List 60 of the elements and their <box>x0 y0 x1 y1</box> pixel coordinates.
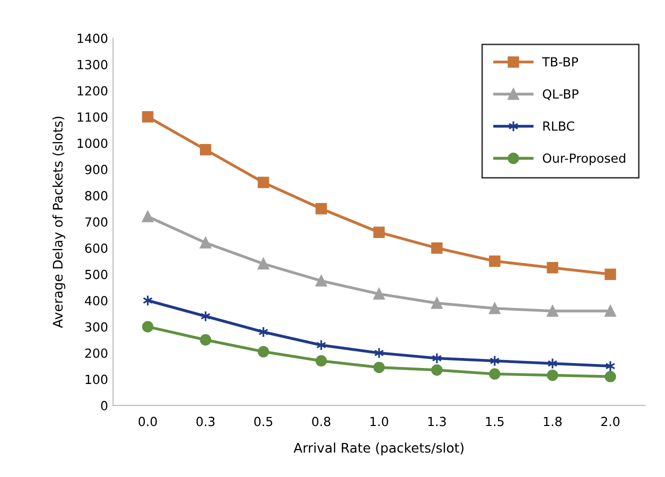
x-tick-label: 2.0 <box>601 416 620 426</box>
point <box>258 176 270 188</box>
point <box>374 347 384 359</box>
point <box>373 226 385 238</box>
y-tick-label: 600 <box>85 244 108 253</box>
y-axis-title: Average Delay of Packets (slots) <box>52 116 66 328</box>
point <box>316 202 327 214</box>
x-tick-label: 0.5 <box>254 416 272 426</box>
legend-label: RLBC <box>543 121 574 131</box>
y-tick-label: 700 <box>85 217 108 227</box>
x-tick-label: 1.8 <box>544 416 562 426</box>
point <box>142 210 154 222</box>
point <box>200 237 212 248</box>
point <box>431 242 443 254</box>
y-tick-label: 200 <box>85 348 108 358</box>
y-tick-label: 900 <box>85 164 108 174</box>
point <box>316 355 327 367</box>
x-tick-label: 1.3 <box>428 416 446 426</box>
point <box>200 144 212 156</box>
y-tick-label: 1200 <box>78 86 108 96</box>
x-tick-label: 1.5 <box>486 416 504 426</box>
point <box>431 364 443 376</box>
y-tick-label: 800 <box>85 191 108 200</box>
point <box>489 255 500 267</box>
y-tick-label: 0 <box>101 400 108 410</box>
point <box>258 346 270 358</box>
point <box>431 297 443 309</box>
point <box>200 334 212 346</box>
point <box>604 370 616 382</box>
point <box>604 305 616 317</box>
x-tick-label: 0.0 <box>138 416 157 426</box>
x-tick-label: 0.3 <box>196 416 215 426</box>
point <box>489 302 500 314</box>
point <box>373 362 385 374</box>
point <box>547 358 558 370</box>
y-tick-label: 1000 <box>78 138 108 148</box>
legend-label: Our-Proposed <box>542 153 626 166</box>
point <box>200 310 211 322</box>
x-tick-label: 0.8 <box>312 416 330 426</box>
y-tick-label: 500 <box>85 270 108 280</box>
point <box>546 305 558 317</box>
point <box>258 258 270 270</box>
y-tick-label: 1400 <box>78 34 108 44</box>
legend-label: TB-BP <box>542 57 578 66</box>
point <box>142 321 154 332</box>
x-tick-label: 1.0 <box>370 416 388 426</box>
point <box>546 370 558 381</box>
y-tick-label: 400 <box>84 296 108 306</box>
point <box>546 262 558 274</box>
point <box>316 275 327 287</box>
point <box>373 288 385 300</box>
point <box>142 111 154 123</box>
y-tick-label: 100 <box>86 374 108 384</box>
y-tick-label: 1100 <box>78 112 108 122</box>
y-tick-label: 300 <box>85 322 108 332</box>
x-axis-title: Arrival Rate (packets/slot) <box>294 442 464 456</box>
legend-label: QL-BP <box>542 89 578 100</box>
y-tick-label: 1300 <box>78 60 108 70</box>
point <box>604 268 616 280</box>
point <box>489 368 500 380</box>
